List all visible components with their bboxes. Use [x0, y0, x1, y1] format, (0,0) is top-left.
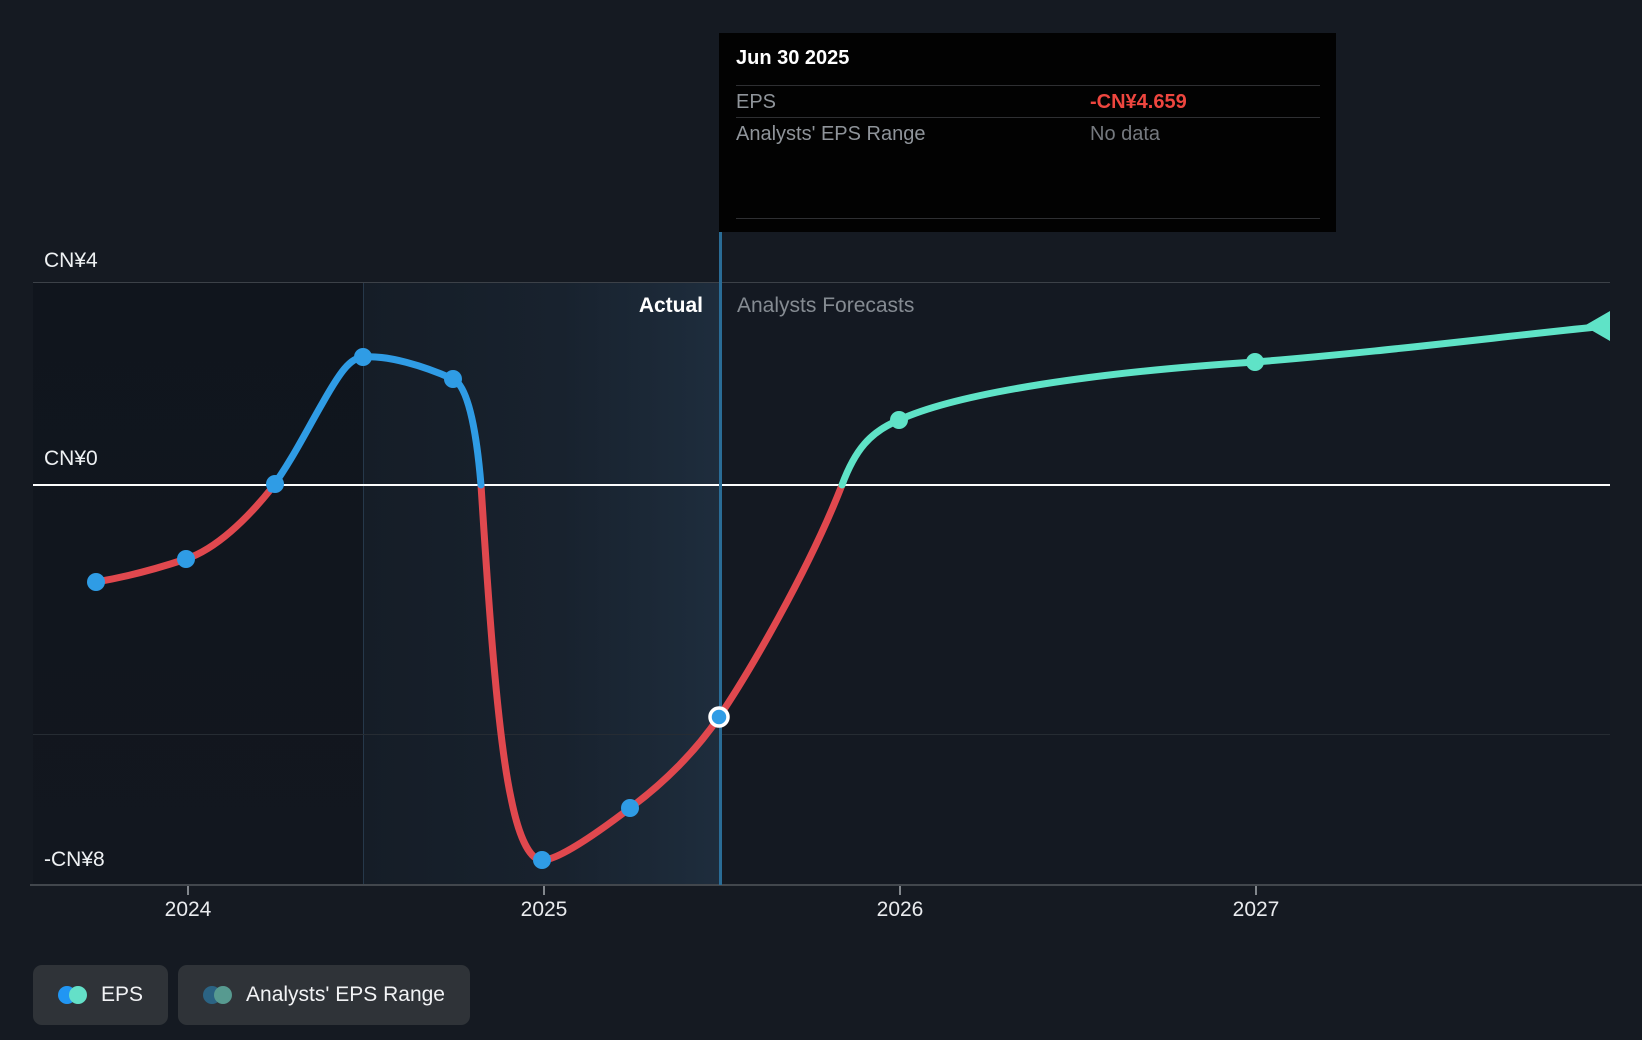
legend-range-label: Analysts' EPS Range	[246, 983, 445, 1006]
legend-item-eps[interactable]: EPS	[33, 965, 169, 1025]
eps-actual-point-Jun-30-2025[interactable]	[708, 706, 730, 728]
tooltip-eps-value: -CN¥4.659	[1090, 91, 1187, 113]
tooltip-separator	[736, 117, 1320, 118]
eps-actual-point-Dec-31-2024[interactable]	[533, 851, 551, 869]
gridline-cny4	[33, 282, 1610, 283]
eps-legend-dots-icon	[58, 986, 87, 1004]
eps-actual-point-Jun-30-2024[interactable]	[354, 348, 372, 366]
forecast-end-arrow-icon	[1584, 311, 1610, 341]
eps-actual-point-Dec-31-2023[interactable]	[177, 550, 195, 568]
eps-line-forecast	[838, 323, 1600, 489]
gridline-faint	[33, 734, 1610, 735]
forecast-section-label: Analysts Forecasts	[737, 294, 915, 317]
eps-actual-point-Sep-30-2024[interactable]	[444, 370, 462, 388]
x-label-2027: 2027	[1232, 898, 1280, 921]
eps-actual-point-Mar-31-2024[interactable]	[266, 475, 284, 493]
tooltip-date: Jun 30 2025	[736, 47, 850, 69]
chart-legend: EPS Analysts' EPS Range	[33, 965, 470, 1025]
forecast-region-background	[720, 283, 1610, 885]
tooltip-range-value: No data	[1090, 123, 1161, 145]
legend-eps-label: EPS	[101, 983, 144, 1006]
eps-forecast-point-Dec-31-2026[interactable]	[1246, 353, 1264, 371]
actual-section-label: Actual	[638, 294, 703, 317]
eps-actual-point-Sep-30-2023[interactable]	[87, 573, 105, 591]
eps-forecast-point-Dec-31-2025[interactable]	[890, 411, 908, 429]
tooltip-eps-label: EPS	[736, 91, 777, 113]
legend-item-analysts-eps-range[interactable]: Analysts' EPS Range	[178, 965, 470, 1025]
chart-tooltip: Jun 30 2025 EPS -CN¥4.659 Analysts' EPS …	[719, 33, 1336, 232]
x-tick-2025	[543, 886, 545, 895]
tooltip-separator	[736, 85, 1320, 86]
tooltip-range-label: Analysts' EPS Range	[736, 123, 926, 145]
x-label-2025: 2025	[520, 898, 568, 921]
x-label-2026: 2026	[876, 898, 924, 921]
x-label-2024: 2024	[164, 898, 212, 921]
eps-line-actual-negative-2	[477, 481, 846, 864]
y-label-cny0: CN¥0	[44, 447, 98, 470]
x-tick-2024	[187, 886, 189, 895]
tooltip-separator	[736, 218, 1320, 219]
gridline-zero	[33, 484, 1610, 486]
y-label-cny4: CN¥4	[44, 249, 98, 272]
x-axis-line	[30, 884, 1642, 886]
range-legend-dots-icon	[203, 986, 233, 1004]
x-tick-2026	[899, 886, 901, 895]
y-label-minus-cny8: -CN¥8	[44, 848, 105, 871]
actual-forecast-divider-line	[719, 232, 722, 885]
eps-line-actual-negative-1	[92, 485, 275, 586]
x-tick-2027	[1255, 886, 1257, 895]
eps-actual-point-Mar-31-2025[interactable]	[621, 799, 639, 817]
